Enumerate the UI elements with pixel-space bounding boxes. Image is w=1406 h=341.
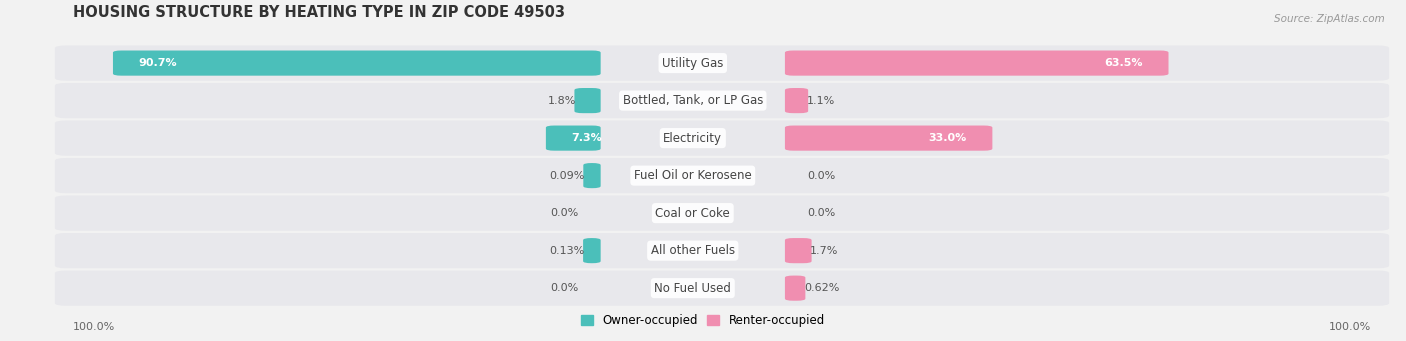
Text: 0.0%: 0.0% (550, 208, 578, 218)
Text: 0.0%: 0.0% (550, 283, 578, 293)
Text: Coal or Coke: Coal or Coke (655, 207, 730, 220)
Text: 0.0%: 0.0% (807, 208, 835, 218)
Text: 1.8%: 1.8% (547, 95, 576, 106)
Text: 1.1%: 1.1% (807, 95, 835, 106)
FancyBboxPatch shape (583, 163, 600, 188)
FancyBboxPatch shape (55, 45, 1389, 81)
Text: 0.0%: 0.0% (807, 170, 835, 181)
FancyBboxPatch shape (55, 158, 1389, 193)
Text: HOUSING STRUCTURE BY HEATING TYPE IN ZIP CODE 49503: HOUSING STRUCTURE BY HEATING TYPE IN ZIP… (73, 5, 565, 20)
FancyBboxPatch shape (583, 238, 600, 263)
Text: 0.13%: 0.13% (550, 246, 585, 256)
Text: 33.0%: 33.0% (929, 133, 967, 143)
Text: 90.7%: 90.7% (138, 58, 177, 68)
Text: Utility Gas: Utility Gas (662, 57, 724, 70)
FancyBboxPatch shape (785, 276, 806, 301)
FancyBboxPatch shape (55, 120, 1389, 156)
Text: Fuel Oil or Kerosene: Fuel Oil or Kerosene (634, 169, 752, 182)
Text: Source: ZipAtlas.com: Source: ZipAtlas.com (1274, 14, 1385, 24)
FancyBboxPatch shape (785, 238, 811, 263)
Text: All other Fuels: All other Fuels (651, 244, 735, 257)
Text: 100.0%: 100.0% (1329, 322, 1371, 332)
FancyBboxPatch shape (785, 50, 1168, 76)
FancyBboxPatch shape (546, 125, 600, 151)
Text: 7.3%: 7.3% (571, 133, 602, 143)
Text: 100.0%: 100.0% (73, 322, 115, 332)
FancyBboxPatch shape (55, 270, 1389, 306)
Text: No Fuel Used: No Fuel Used (654, 282, 731, 295)
Text: Bottled, Tank, or LP Gas: Bottled, Tank, or LP Gas (623, 94, 763, 107)
Text: 0.62%: 0.62% (804, 283, 839, 293)
Text: Electricity: Electricity (664, 132, 723, 145)
FancyBboxPatch shape (55, 195, 1389, 231)
FancyBboxPatch shape (785, 125, 993, 151)
Text: 1.7%: 1.7% (810, 246, 838, 256)
FancyBboxPatch shape (55, 233, 1389, 268)
FancyBboxPatch shape (112, 50, 600, 76)
Text: 0.09%: 0.09% (550, 170, 585, 181)
Legend: Owner-occupied, Renter-occupied: Owner-occupied, Renter-occupied (576, 309, 830, 332)
FancyBboxPatch shape (575, 88, 600, 113)
Text: 63.5%: 63.5% (1105, 58, 1143, 68)
FancyBboxPatch shape (55, 83, 1389, 118)
FancyBboxPatch shape (785, 88, 808, 113)
